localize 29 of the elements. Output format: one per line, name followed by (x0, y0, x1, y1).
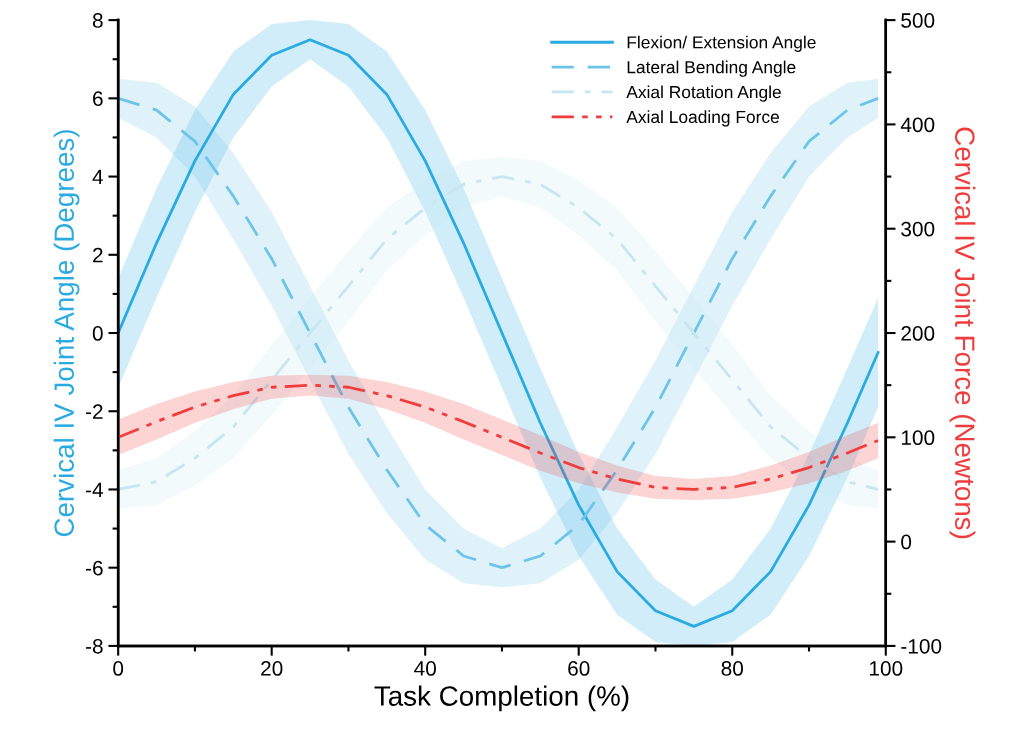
y2-tick-label: 0 (901, 534, 912, 550)
y-tick-label: 0 (92, 326, 103, 341)
x-axis-title: Task Completion (%) (374, 685, 629, 712)
y-tick-label: -2 (85, 404, 103, 419)
y-tick-label: -4 (85, 482, 103, 498)
legend-label: Axial Loading Force (626, 110, 779, 127)
y-tick-label: 2 (93, 247, 103, 263)
y-axis-title: Cervical IV Joint Angle (Degrees) (53, 130, 80, 537)
x-tick-label: 40 (414, 661, 436, 676)
x-tick-label: 0 (113, 661, 124, 676)
y2-axis-title: Cervical IV Joint Force (Newtons) (949, 127, 976, 539)
x-tick-label: 80 (721, 661, 744, 676)
x-tick-label: 60 (568, 661, 590, 676)
x-tick-label: 100 (869, 661, 903, 676)
y-tick-label: 8 (92, 13, 103, 28)
y2-tick-label: 500 (901, 13, 935, 28)
legend-label: Lateral Bending Angle (627, 60, 796, 77)
y2-tick-label: 100 (901, 430, 935, 446)
y-tick-label: 4 (92, 169, 103, 185)
y-tick-label: 6 (93, 91, 103, 107)
y2-tick-label: 200 (901, 326, 935, 341)
y2-tick-label: -100 (901, 638, 942, 654)
x-tick-label: 20 (261, 661, 283, 676)
y2-tick-label: 300 (901, 221, 935, 237)
y-tick-label: -8 (85, 638, 103, 654)
legend-label: Axial Rotation Angle (626, 85, 781, 102)
y2-tick-label: 400 (900, 117, 935, 133)
legend-label: Flexion/ Extension Angle (627, 35, 816, 52)
y-tick-label: -6 (85, 560, 103, 576)
